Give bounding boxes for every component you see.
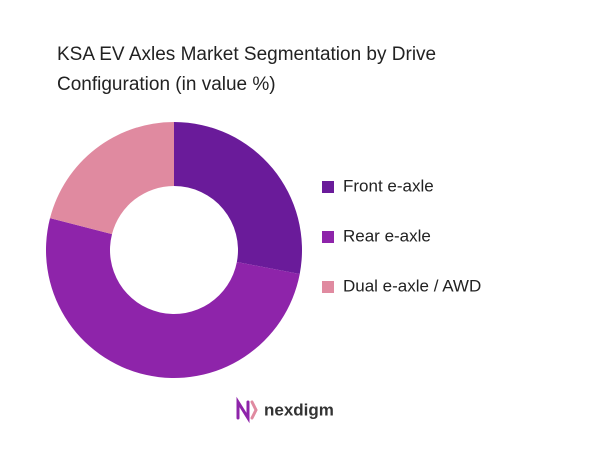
legend-label: Rear e-axle bbox=[343, 226, 431, 245]
legend-swatch bbox=[322, 181, 334, 193]
donut-slice bbox=[45, 218, 300, 379]
donut-slice bbox=[174, 122, 302, 274]
logo-icon bbox=[236, 396, 258, 424]
legend-label: Front e-axle bbox=[343, 176, 434, 195]
logo-text: nexdigm bbox=[264, 400, 334, 419]
donut-slice bbox=[50, 122, 174, 235]
legend-label: Dual e-axle / AWD bbox=[343, 276, 481, 295]
chart-title: KSA EV Axles Market Segmentation by Driv… bbox=[57, 44, 437, 95]
legend-swatch bbox=[322, 231, 334, 243]
legend-swatch bbox=[322, 281, 334, 293]
